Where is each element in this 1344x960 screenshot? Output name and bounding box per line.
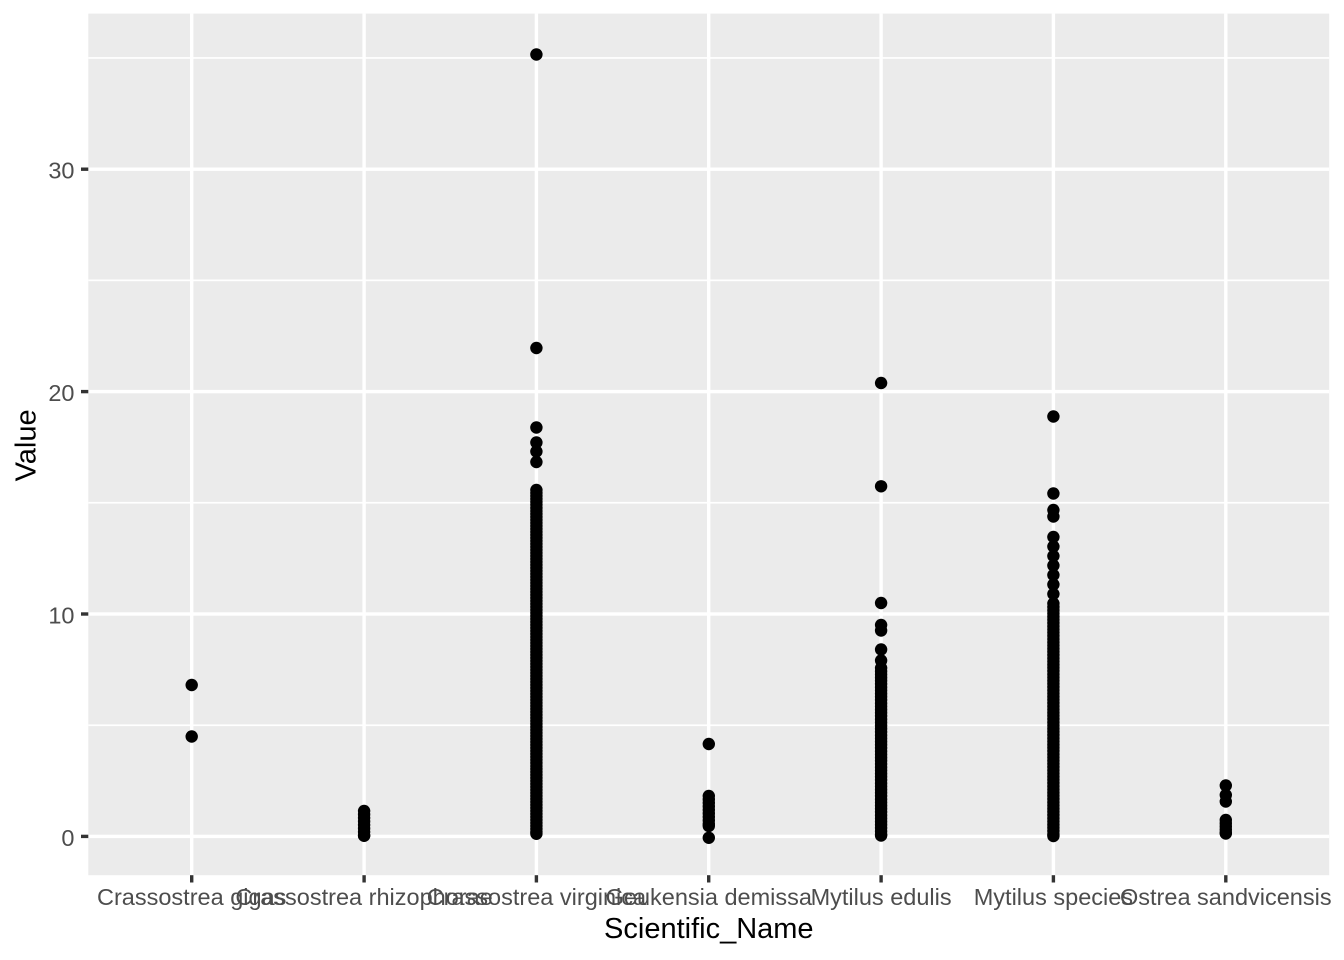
svg-text:10: 10: [48, 602, 74, 628]
svg-text:Geukensia demissa: Geukensia demissa: [606, 884, 813, 910]
svg-text:0: 0: [61, 825, 74, 851]
svg-text:Crassostrea virginica: Crassostrea virginica: [427, 884, 647, 910]
svg-text:Value: Value: [10, 409, 42, 481]
svg-text:20: 20: [48, 380, 74, 406]
svg-text:Mytilus species: Mytilus species: [974, 884, 1133, 910]
svg-text:30: 30: [48, 158, 74, 184]
svg-text:Mytilus edulis: Mytilus edulis: [811, 884, 952, 910]
svg-text:Ostrea sandvicensis: Ostrea sandvicensis: [1120, 884, 1332, 910]
svg-text:Crassostrea rhizophorae: Crassostrea rhizophorae: [235, 884, 492, 910]
svg-text:Crassostrea gigas: Crassostrea gigas: [97, 884, 286, 910]
svg-text:Scientific_Name: Scientific_Name: [604, 913, 814, 945]
